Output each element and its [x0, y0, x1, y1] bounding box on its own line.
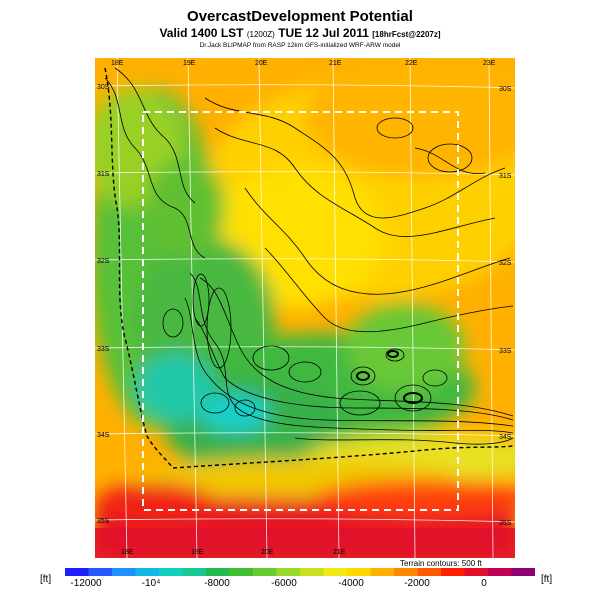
- valid-time-main: Valid 1400 LST: [159, 26, 244, 40]
- map-panel: 18E 19E 20E 21E 22E 23E 18E 19E 20E 21E …: [94, 57, 516, 559]
- lat-label: 31S: [499, 173, 512, 180]
- color-bar-swatch: [159, 568, 183, 576]
- color-bar-swatch: [347, 568, 371, 576]
- valid-time: Valid 1400 LST (1200Z) TUE 12 Jul 2011 […: [0, 26, 600, 40]
- valid-date: TUE 12 Jul 2011: [278, 26, 369, 40]
- color-bar: [65, 568, 535, 576]
- color-bar-swatch: [182, 568, 207, 576]
- forecast-map: 18E 19E 20E 21E 22E 23E 18E 19E 20E 21E …: [94, 57, 516, 559]
- lon-labels-top: 18E 19E 20E 21E 22E 23E: [111, 60, 496, 67]
- color-bar-swatch: [300, 568, 324, 576]
- color-bar-swatch: [464, 568, 489, 576]
- color-bar-swatch: [253, 568, 277, 576]
- lon-label: 20E: [255, 60, 268, 67]
- colorbar-unit-right: [ft]: [541, 574, 553, 585]
- color-bar-swatch: [88, 568, 113, 576]
- lat-label: 35S: [499, 520, 512, 527]
- colorbar-tick: -4000: [338, 578, 364, 589]
- model-credit: Dr.Jack BLIPMAP from RASP 12km GFS-initi…: [199, 42, 401, 49]
- color-bar-swatch: [65, 568, 89, 576]
- colorbar-tick: -2000: [404, 578, 430, 589]
- colorbar-tick: -12000: [70, 578, 102, 589]
- lon-label: 18E: [111, 60, 124, 67]
- color-bar-swatch: [441, 568, 465, 576]
- lat-label: 30S: [97, 84, 110, 91]
- lon-labels-bottom: 18E 19E 20E 21E: [121, 549, 346, 556]
- color-bar-swatch: [488, 568, 512, 576]
- coastline: [104, 67, 514, 469]
- lon-label: 21E: [333, 549, 346, 556]
- lon-label: 19E: [183, 60, 196, 67]
- lat-label: 35S: [97, 518, 110, 525]
- lat-label: 31S: [97, 171, 110, 178]
- color-bar-swatch: [323, 568, 348, 576]
- lon-label: 20E: [261, 549, 274, 556]
- color-bar-swatch: [112, 568, 136, 576]
- lat-label: 30S: [499, 86, 512, 93]
- color-bar-swatch: [370, 568, 395, 576]
- lon-label: 23E: [483, 60, 496, 67]
- forecast-info: [18hrFcst@2207z]: [372, 30, 441, 39]
- color-bar-swatch: [276, 568, 301, 576]
- color-bar-swatch: [206, 568, 230, 576]
- color-bar-swatch: [135, 568, 160, 576]
- lat-label: 34S: [499, 434, 512, 441]
- lat-label: 33S: [499, 348, 512, 355]
- potential-field: [95, 58, 515, 558]
- color-bar-swatch: [394, 568, 418, 576]
- color-bar-swatch: [511, 568, 535, 576]
- colorbar-unit-left: [ft]: [40, 574, 52, 585]
- lon-label: 19E: [191, 549, 204, 556]
- lon-label: 21E: [329, 60, 342, 67]
- terrain-contour-note: Terrain contours: 500 ft: [400, 559, 482, 568]
- lat-label: 32S: [499, 260, 512, 267]
- colorbar-tick: -10⁴: [141, 578, 161, 589]
- lon-label: 18E: [121, 549, 134, 556]
- color-bar-swatch: [229, 568, 254, 576]
- color-bar-swatch: [417, 568, 442, 576]
- valid-time-utc: (1200Z): [246, 30, 275, 39]
- colorbar-tick: -6000: [271, 578, 297, 589]
- terrain-contours: [104, 67, 514, 445]
- lon-label: 22E: [405, 60, 418, 67]
- domain-box: [142, 111, 459, 511]
- map-title: OvercastDevelopment Potential: [187, 8, 413, 25]
- lat-labels-right: 30S 31S 32S 33S 34S 35S: [499, 86, 512, 527]
- lat-lon-grid: [94, 57, 516, 559]
- colorbar-tick: 0: [481, 578, 487, 589]
- lat-label: 32S: [97, 258, 110, 265]
- colorbar-tick: -8000: [204, 578, 230, 589]
- lat-labels-left: 30S 31S 32S 33S 34S 35S: [97, 84, 110, 525]
- lat-label: 33S: [97, 346, 110, 353]
- lat-label: 34S: [97, 432, 110, 439]
